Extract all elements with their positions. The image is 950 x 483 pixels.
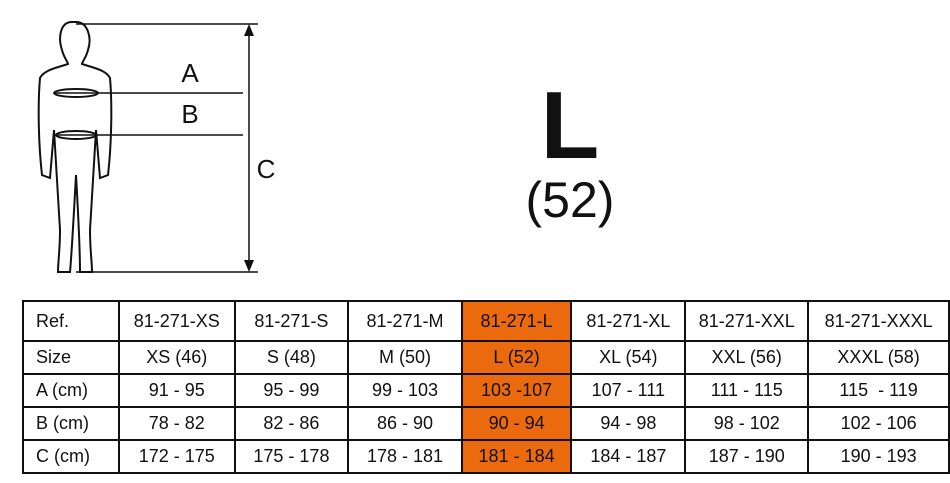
table-cell: 86 - 90 xyxy=(347,406,463,441)
table-cell: 102 - 106 xyxy=(807,406,950,441)
table-cell: 81-271-XL xyxy=(570,300,687,342)
table-cell: 81-271-XXXL xyxy=(807,300,950,342)
table-cell: 111 - 115 xyxy=(684,373,810,408)
table-row: Ref. 81-271-XS 81-271-S 81-271-M 81-271-L 81-… xyxy=(22,300,950,342)
table-cell: XXL (56) xyxy=(684,340,810,375)
table-cell: 99 - 103 xyxy=(347,373,463,408)
table-cell: 107 - 111 xyxy=(570,373,687,408)
table-cell: 91 - 95 xyxy=(117,373,236,408)
table-cell: 81-271-XXL xyxy=(684,300,810,342)
table-cell: 94 - 98 xyxy=(570,406,687,441)
table-cell: 78 - 82 xyxy=(117,406,236,441)
table-cell: 81-271-L xyxy=(460,300,573,342)
table-cell: S (48) xyxy=(233,340,350,375)
table-cell: M (50) xyxy=(347,340,463,375)
table-cell: 190 - 193 xyxy=(807,439,950,474)
row-header: C (cm) xyxy=(22,439,120,474)
table-cell: XL (54) xyxy=(570,340,687,375)
label-b: B xyxy=(181,99,198,129)
table-row: C (cm) 172 - 175 175 - 178 178 - 181 181 - 1… xyxy=(22,439,950,474)
row-header: Ref. xyxy=(22,300,120,342)
table-cell: XXXL (58) xyxy=(807,340,950,375)
table-cell: 95 - 99 xyxy=(233,373,350,408)
table-cell: 181 - 184 xyxy=(460,439,573,474)
label-c: C xyxy=(257,154,276,184)
row-header: Size xyxy=(22,340,120,375)
table-cell: 81-271-M xyxy=(347,300,463,342)
table-cell: 81-271-S xyxy=(233,300,350,342)
size-table: Ref. 81-271-XS 81-271-S 81-271-M 81-271-L 81-… xyxy=(22,300,950,474)
table-cell: L (52) xyxy=(460,340,573,375)
table-cell: 90 - 94 xyxy=(460,406,573,441)
size-letter: L xyxy=(540,72,600,179)
table-cell: 172 - 175 xyxy=(117,439,236,474)
table-cell: 98 - 102 xyxy=(684,406,810,441)
table-cell: 103 -107 xyxy=(460,373,573,408)
table-cell: 184 - 187 xyxy=(570,439,687,474)
table-cell: XS (46) xyxy=(117,340,236,375)
table-cell: 178 - 181 xyxy=(347,439,463,474)
row-header: A (cm) xyxy=(22,373,120,408)
figure: A B C xyxy=(37,21,276,273)
table-cell: 115 - 119 xyxy=(807,373,950,408)
label-a: A xyxy=(181,58,199,88)
table-row: B (cm) 78 - 82 82 - 86 86 - 90 90 - 94 94 - 9… xyxy=(22,406,950,441)
table-cell: 82 - 86 xyxy=(233,406,350,441)
table-cell: 81-271-XS xyxy=(117,300,236,342)
table-cell: 175 - 178 xyxy=(233,439,350,474)
table-row: Size XS (46) S (48) M (50) L (52) XL (54) XXL … xyxy=(22,340,950,375)
table-cell: 187 - 190 xyxy=(684,439,810,474)
table-row: A (cm) 91 - 95 95 - 99 99 - 103 103 -107 107 … xyxy=(22,373,950,408)
size-number: (52) xyxy=(525,172,615,228)
row-header: B (cm) xyxy=(22,406,120,441)
